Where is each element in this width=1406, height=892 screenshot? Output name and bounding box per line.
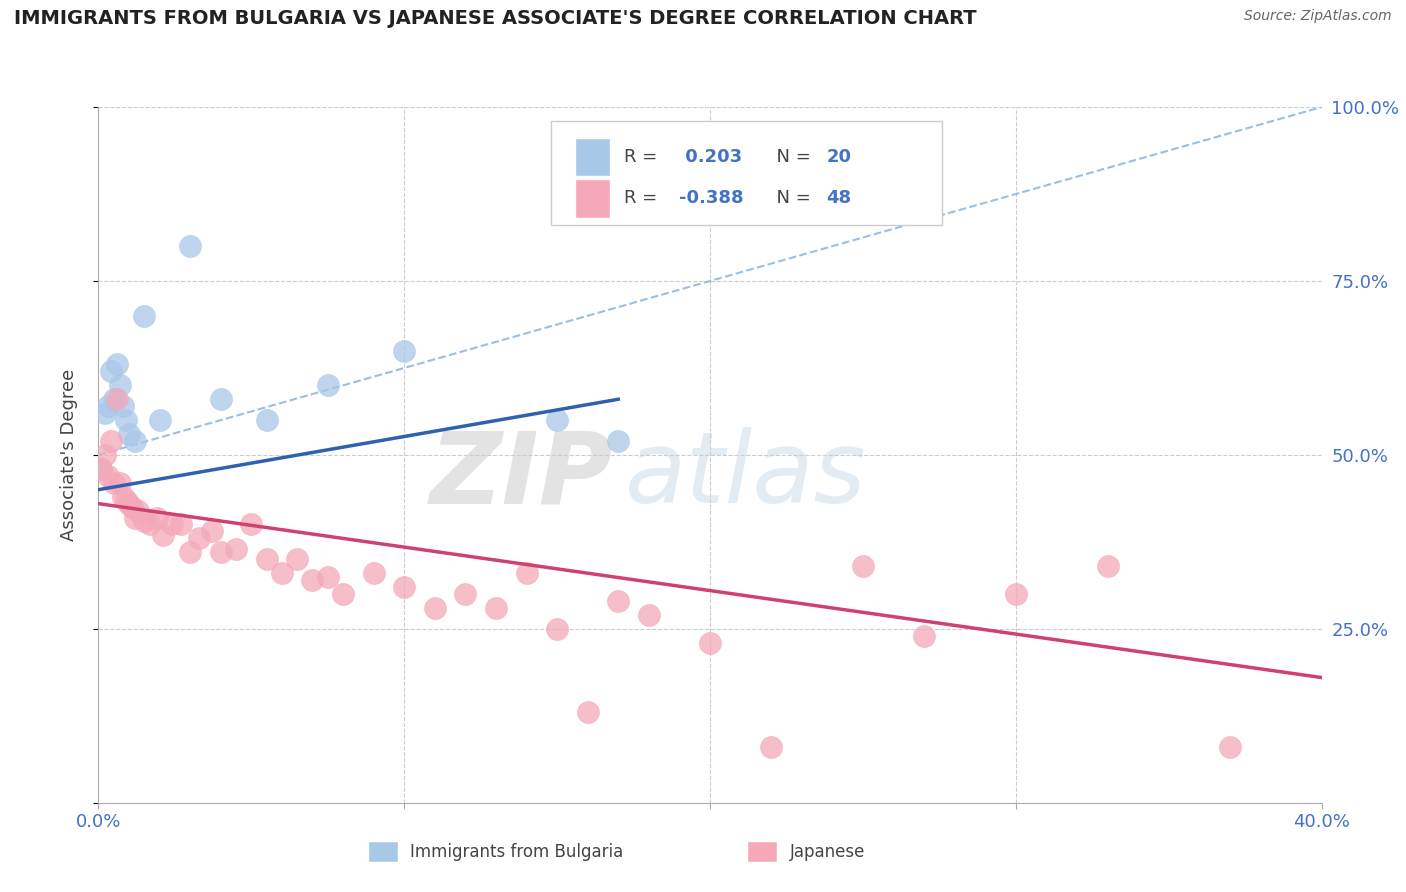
Point <box>485 601 508 615</box>
Point <box>761 740 783 755</box>
Point <box>1004 587 1026 601</box>
Point <box>97 468 120 483</box>
Point <box>152 528 174 542</box>
Point <box>1097 559 1119 574</box>
Point <box>111 490 134 504</box>
Point <box>118 497 141 511</box>
Point <box>285 552 308 566</box>
Point <box>108 378 131 392</box>
Point <box>256 552 278 566</box>
Point <box>240 517 263 532</box>
Point <box>1219 740 1241 755</box>
Point <box>576 706 599 720</box>
Text: atlas: atlas <box>624 427 866 524</box>
Text: -0.388: -0.388 <box>679 189 744 208</box>
Point <box>170 517 193 532</box>
Point <box>105 358 128 372</box>
Point <box>179 545 201 559</box>
Point <box>179 239 201 253</box>
Point <box>90 462 112 476</box>
Point <box>115 493 138 508</box>
Point <box>454 587 477 601</box>
Point <box>93 406 115 420</box>
Text: R =: R = <box>624 189 664 208</box>
Point <box>912 629 935 643</box>
Text: R =: R = <box>624 148 664 166</box>
Point <box>200 524 222 539</box>
Point <box>516 566 538 581</box>
Point <box>124 510 146 524</box>
Bar <box>367 841 398 862</box>
Text: N =: N = <box>765 148 817 166</box>
Point <box>139 517 162 532</box>
Point <box>392 343 416 358</box>
Point <box>363 566 385 581</box>
Point <box>225 541 247 556</box>
Point <box>103 392 125 407</box>
Text: 48: 48 <box>827 189 852 208</box>
Point <box>638 607 661 622</box>
Text: 20: 20 <box>827 148 851 166</box>
Text: IMMIGRANTS FROM BULGARIA VS JAPANESE ASSOCIATE'S DEGREE CORRELATION CHART: IMMIGRANTS FROM BULGARIA VS JAPANESE ASS… <box>14 9 977 28</box>
Text: ZIP: ZIP <box>429 427 612 524</box>
Point <box>160 517 183 532</box>
Y-axis label: Associate's Degree: Associate's Degree <box>59 368 77 541</box>
Point <box>423 601 446 615</box>
Point <box>134 309 156 323</box>
Point <box>149 413 172 427</box>
FancyBboxPatch shape <box>551 121 942 226</box>
Point <box>105 392 128 407</box>
Point <box>97 399 120 413</box>
Point <box>121 500 143 514</box>
Point <box>546 413 568 427</box>
Point <box>90 462 112 476</box>
Point <box>209 545 232 559</box>
Point <box>270 566 294 581</box>
Point <box>111 399 134 413</box>
Point <box>607 434 630 448</box>
Point <box>699 636 721 650</box>
Text: Source: ZipAtlas.com: Source: ZipAtlas.com <box>1244 9 1392 23</box>
Point <box>188 532 211 546</box>
Point <box>852 559 875 574</box>
Point <box>100 434 122 448</box>
Point <box>392 580 416 594</box>
Text: Japanese: Japanese <box>790 843 865 861</box>
Text: 0.203: 0.203 <box>679 148 742 166</box>
Point <box>100 364 122 378</box>
Point <box>209 392 232 407</box>
Point <box>108 475 131 490</box>
Point <box>256 413 278 427</box>
Point <box>301 573 323 587</box>
Point <box>124 434 146 448</box>
Point <box>118 427 141 442</box>
Point <box>145 510 167 524</box>
Point <box>127 503 149 517</box>
Bar <box>575 179 610 218</box>
Text: Immigrants from Bulgaria: Immigrants from Bulgaria <box>411 843 624 861</box>
Text: N =: N = <box>765 189 817 208</box>
Bar <box>747 841 778 862</box>
Point <box>607 594 630 608</box>
Point <box>332 587 354 601</box>
Point <box>316 570 339 584</box>
Point <box>316 378 339 392</box>
Point <box>546 622 568 636</box>
Point <box>134 514 156 528</box>
Point <box>103 475 125 490</box>
Point <box>93 448 115 462</box>
Bar <box>575 137 610 176</box>
Point <box>115 413 138 427</box>
